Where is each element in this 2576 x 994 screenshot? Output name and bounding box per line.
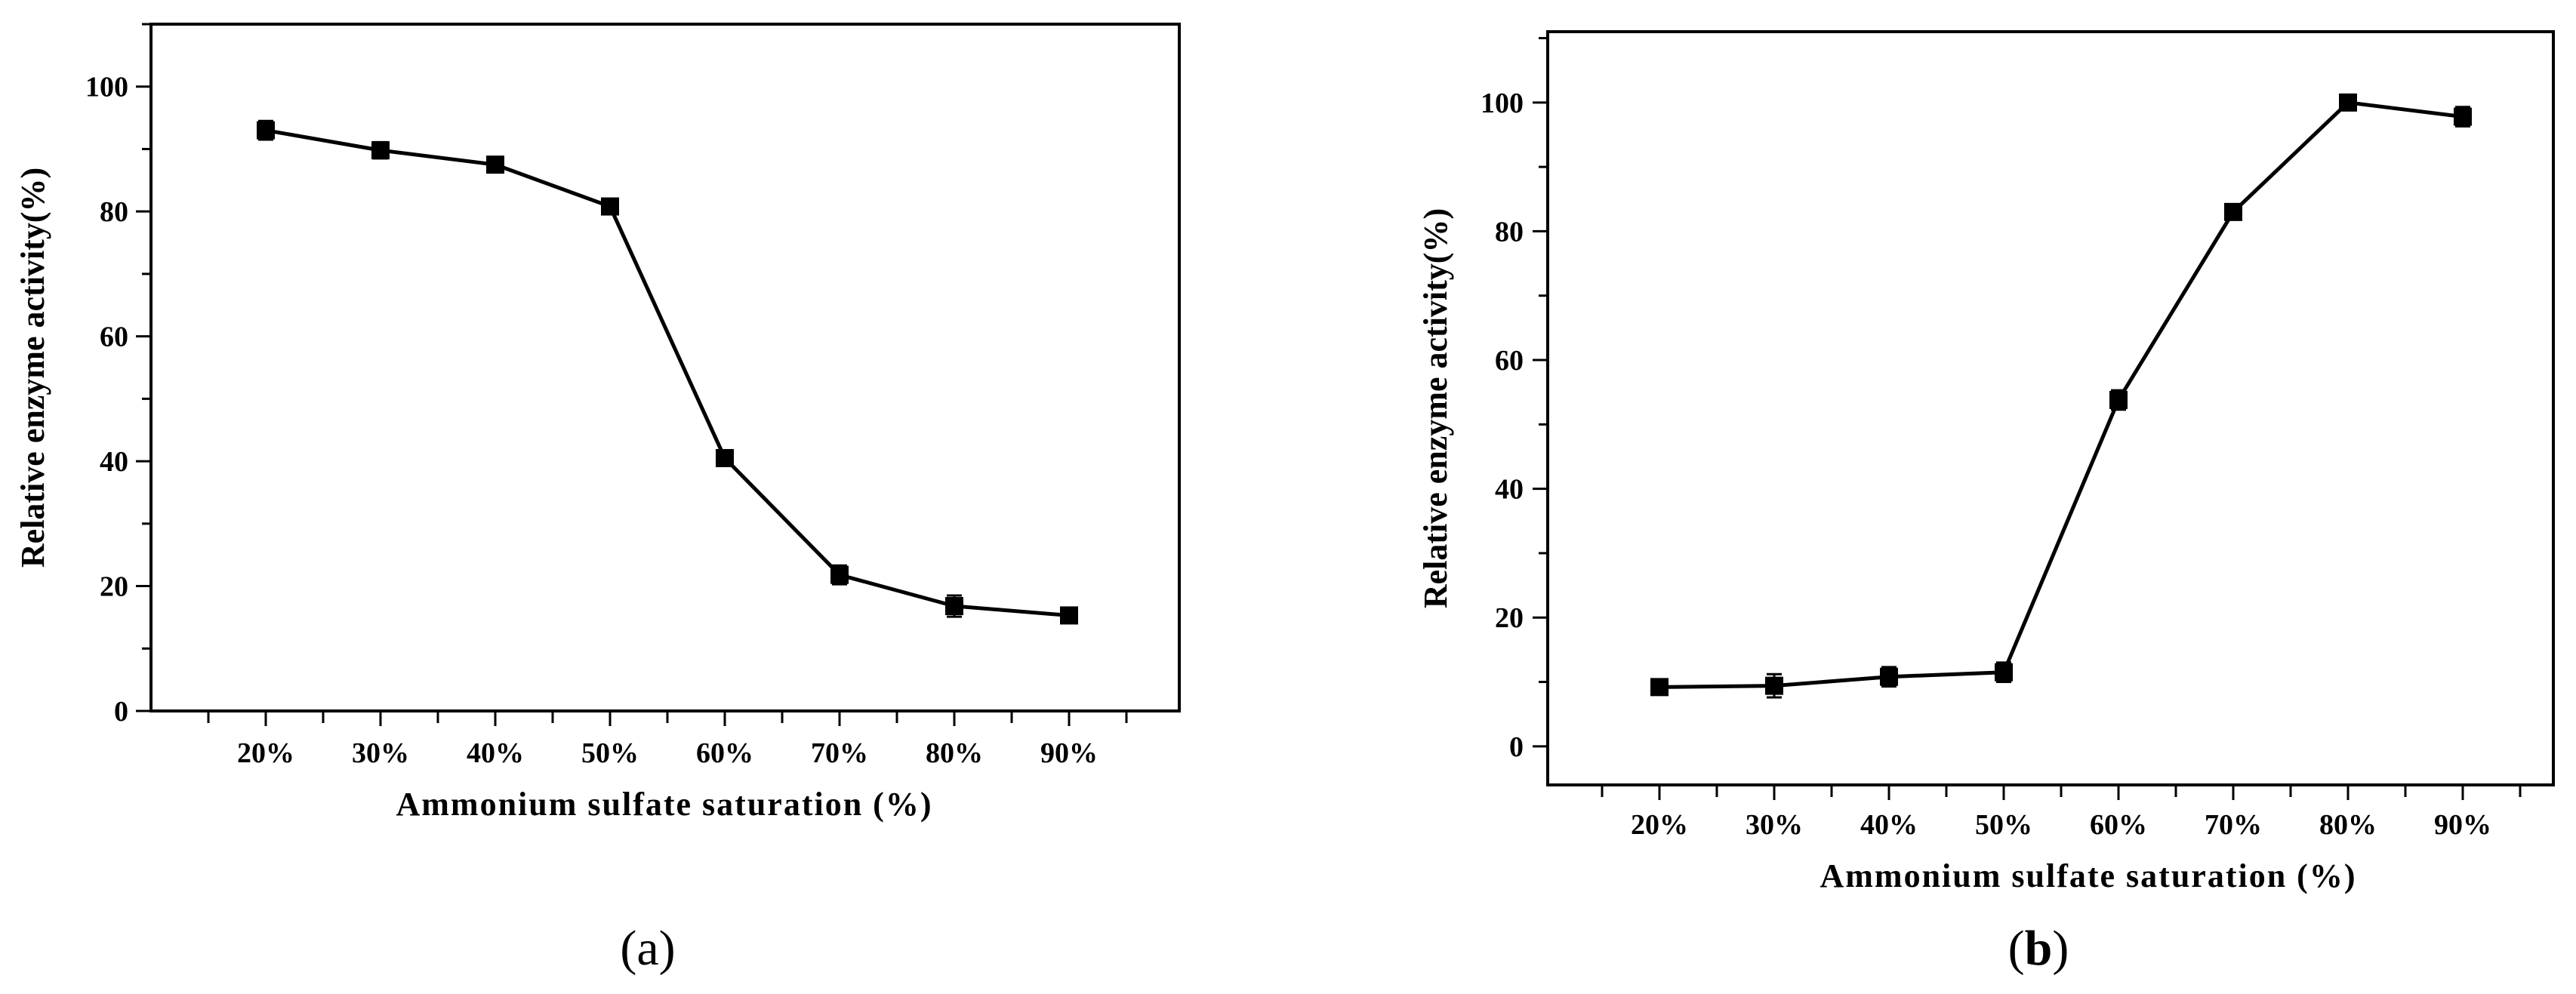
data-point	[830, 565, 849, 584]
series-line	[1659, 100, 2464, 689]
data-point	[2454, 107, 2472, 126]
x-tick-label: 90%	[2434, 809, 2491, 841]
y-axis-title: Relative enzyme activity(%)	[14, 168, 51, 568]
y-tick-label: 20	[1495, 602, 1524, 634]
data-point	[2224, 202, 2242, 221]
data-point	[1060, 606, 1078, 625]
chart-panel-a: 0 20 40 60 80 100 20% 30% 40% 50% 60% 70% 80% 90% Ammo…	[14, 23, 1181, 976]
x-tick-label: 40%	[467, 737, 524, 769]
data-point	[2109, 390, 2128, 409]
x-tick-label: 70%	[811, 737, 868, 769]
data-point	[371, 141, 390, 160]
x-tick-label: 20%	[1631, 809, 1688, 841]
data-point	[1880, 667, 1898, 686]
x-tick-label: 20%	[237, 737, 294, 769]
data-point	[1995, 663, 2013, 682]
y-tick-label: 40	[1495, 474, 1524, 506]
data-point	[2339, 93, 2357, 112]
x-tick-label: 50%	[1975, 809, 2032, 841]
x-tick-label: 40%	[1860, 809, 1918, 841]
plot-frame	[149, 23, 1181, 712]
panel-label: (b)	[2008, 921, 2069, 976]
x-tick-label: 80%	[926, 737, 983, 769]
data-point	[601, 197, 619, 216]
y-tick-label: 20	[100, 571, 128, 603]
y-tick-label: 80	[1495, 216, 1524, 248]
panel-label-letter: a	[636, 921, 658, 976]
y-tick-label: 100	[85, 72, 128, 103]
data-point	[257, 121, 275, 140]
chart-panel-b: 0 20 40 60 80 100 20% 30% 40% 50% 60% 70% 80% 90% Ammo…	[1417, 30, 2555, 976]
x-axis-title: Ammonium sulfate saturation (%)	[396, 786, 933, 823]
y-tick-label: 100	[1481, 88, 1524, 119]
x-tick-label: 30%	[352, 737, 409, 769]
x-tick-label: 30%	[1746, 809, 1803, 841]
panel-label-close-paren: )	[2052, 921, 2069, 976]
x-tick-label: 90%	[1040, 737, 1098, 769]
data-point	[716, 448, 734, 467]
y-axis-title: Relative enzyme activity(%)	[1417, 208, 1454, 608]
data-point	[1650, 678, 1669, 697]
data-point	[1765, 676, 1783, 695]
data-point	[486, 155, 504, 174]
x-tick-label: 70%	[2205, 809, 2262, 841]
panel-label-close-paren: )	[659, 921, 676, 976]
x-axis-title: Ammonium sulfate saturation (%)	[1820, 857, 2357, 894]
y-tick-label: 80	[100, 196, 128, 228]
data-point	[945, 597, 963, 616]
plot-frame	[1546, 30, 2555, 786]
panel-label-open-paren: (	[620, 921, 636, 976]
panel-label-letter: b	[2025, 921, 2053, 976]
y-tick-label: 0	[114, 696, 128, 728]
series-line	[265, 128, 1070, 617]
x-tick-label: 50%	[581, 737, 639, 769]
x-tick-label: 60%	[2090, 809, 2147, 841]
panel-label: (a)	[620, 921, 675, 976]
y-tick-label: 40	[100, 446, 128, 478]
y-tick-label: 0	[1509, 731, 1524, 763]
x-tick-label: 60%	[696, 737, 753, 769]
x-tick-label: 80%	[2319, 809, 2377, 841]
y-tick-label: 60	[1495, 345, 1524, 377]
y-tick-label: 60	[100, 322, 128, 353]
panel-label-open-paren: (	[2008, 921, 2025, 976]
